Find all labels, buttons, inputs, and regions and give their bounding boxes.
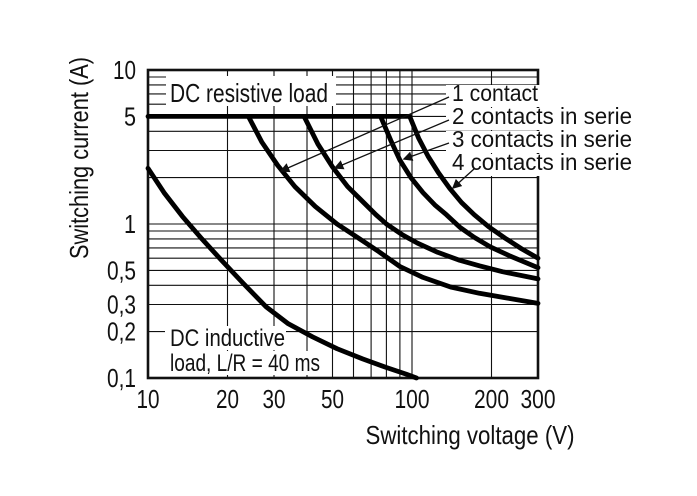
y-axis-title: Switching current (A) (64, 57, 94, 259)
x-tick-label-300: 300 (521, 384, 556, 414)
y-tick-label-0_5: 0,5 (107, 255, 136, 285)
leader-arrow-3-contacts (402, 142, 450, 161)
y-tick-label-10: 10 (113, 55, 136, 85)
curve-3-contacts-in-serie (378, 114, 541, 271)
curve-dc-inductive-load-l-r-40-ms (145, 165, 419, 381)
y-tick-label-0_3: 0,3 (107, 290, 136, 320)
legend-box-4 (449, 154, 638, 176)
inductive-label-box-line2 (165, 351, 323, 375)
x-tick-label-10: 10 (137, 384, 160, 414)
leader-arrow-4-contacts (451, 168, 475, 189)
legend-label-3-contacts: 3 contacts in serie (452, 126, 632, 152)
annotation-dc-resistive-load: DC resistive load (170, 78, 328, 108)
annotation-dc-inductive-line1: DC inductive (170, 325, 285, 352)
legend-box-3 (446, 131, 638, 153)
legend-box-1 (446, 85, 543, 107)
legend-label-2-contacts: 2 contacts in serie (452, 103, 632, 129)
x-tick-label-100: 100 (395, 384, 430, 414)
x-tick-label-50: 50 (321, 384, 344, 414)
y-tick-label-5: 5 (124, 101, 136, 131)
y-tick-label-1: 1 (124, 209, 136, 239)
resistive-label-box (166, 76, 336, 106)
label-background-boxes (165, 76, 638, 375)
curve-4-contacts-in-serie (407, 114, 541, 261)
y-tick-label-0_1: 0,1 (107, 363, 136, 393)
y-tick-label-0_2: 0,2 (107, 317, 136, 347)
curve-2-contacts-in-serie (301, 114, 541, 282)
inductive-label-box-line1 (165, 326, 286, 350)
legend-box-2 (446, 108, 638, 130)
x-tick-label-200: 200 (474, 384, 509, 414)
legend-label-1-contact: 1 contact (452, 80, 539, 106)
leader-arrow-1-contact (279, 96, 450, 173)
x-axis-title: Switching voltage (V) (366, 420, 575, 450)
leader-arrow-2-contacts (333, 119, 450, 170)
x-tick-label-30: 30 (263, 384, 286, 414)
legend-leader-arrows (279, 96, 475, 189)
axis-tick-labels: 10 20 30 50 100 200 300 10 5 1 0,5 0,30,2 0,1 (107, 55, 556, 414)
annotation-dc-inductive-line2: load, L/R = 40 ms (170, 350, 320, 377)
plot-frame (146, 68, 540, 380)
x-tick-label-20: 20 (216, 384, 239, 414)
legend-label-4-contacts: 4 contacts in serie (452, 149, 632, 175)
